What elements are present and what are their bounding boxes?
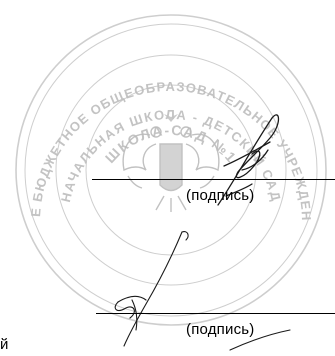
signature-caption-1: (подпись) bbox=[186, 187, 255, 204]
cut-off-text-fragment: й bbox=[0, 336, 9, 353]
signature-line-1 bbox=[92, 179, 335, 180]
emblem-icon bbox=[122, 114, 220, 212]
signature-line-2 bbox=[96, 313, 335, 314]
signature-caption-2: (подпись) bbox=[186, 321, 255, 338]
